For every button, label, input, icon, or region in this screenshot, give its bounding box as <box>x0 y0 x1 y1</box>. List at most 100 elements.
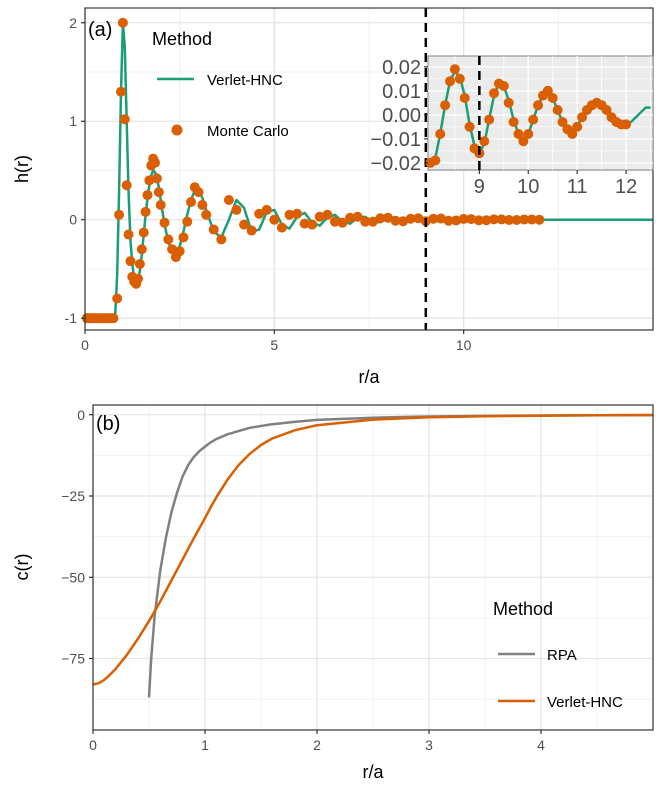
panel-b-x-axis-title: r/a <box>362 762 384 782</box>
panel-a-y-ticks: -1 0 1 2 <box>65 15 85 326</box>
x-tick-label: 1 <box>201 737 209 753</box>
inset-data-point-monte-carlo <box>430 155 441 166</box>
data-point-monte-carlo <box>119 114 130 125</box>
data-point-monte-carlo <box>413 213 424 224</box>
data-point-monte-carlo <box>123 229 134 240</box>
data-point-monte-carlo <box>186 196 197 207</box>
panel-b-label: (b) <box>96 413 120 435</box>
inset-data-point-monte-carlo <box>533 100 544 111</box>
inset-data-point-monte-carlo <box>479 136 490 147</box>
data-point-monte-carlo <box>151 173 162 184</box>
panel-a-inset: 0.020.010.00−0.01−0.02 9 10 11 12 <box>370 55 654 198</box>
inset-background <box>427 55 654 171</box>
inset-data-point-monte-carlo <box>577 112 588 123</box>
legend-key-monte-carlo-point <box>171 124 183 136</box>
data-point-monte-carlo <box>208 224 219 235</box>
data-point-monte-carlo <box>299 218 310 229</box>
data-point-monte-carlo <box>435 213 446 224</box>
inset-data-point-monte-carlo <box>498 81 509 91</box>
inset-data-point-monte-carlo <box>440 100 451 111</box>
data-point-monte-carlo <box>144 175 155 186</box>
panel-a-x-axis-title: r/a <box>358 367 380 387</box>
inset-x-tick-label: 11 <box>567 176 588 198</box>
panel-b-frame <box>92 404 654 731</box>
data-point-monte-carlo <box>398 216 409 227</box>
panel-a-legend: Method Verlet-HNC Monte Carlo <box>152 29 289 140</box>
inset-y-tick-label: −0.02 <box>370 153 421 175</box>
inset-x-tick-label: 12 <box>615 176 637 198</box>
panel-a-marks <box>81 17 653 324</box>
data-point-monte-carlo <box>519 214 530 225</box>
inset-data-point-monte-carlo <box>513 129 524 139</box>
inset-data-point-monte-carlo <box>484 114 495 125</box>
data-point-monte-carlo <box>223 195 234 206</box>
inset-data-point-monte-carlo <box>567 129 578 139</box>
panel-b-legend-title: Method <box>493 599 553 619</box>
data-point-monte-carlo <box>314 211 325 222</box>
inset-data-point-monte-carlo <box>449 64 460 75</box>
inset-x-tick-label: 9 <box>474 176 485 198</box>
inset-data-point-monte-carlo <box>552 105 563 115</box>
data-point-monte-carlo <box>329 216 340 227</box>
inset-y-ticks: 0.020.010.00−0.01−0.02 <box>370 57 428 175</box>
panel-b-y-axis-title: c(r) <box>12 554 32 581</box>
panel-a-y-axis-title: h(r) <box>12 155 32 183</box>
data-point-monte-carlo <box>239 219 250 230</box>
inset-data-point-monte-carlo <box>523 129 534 139</box>
panel-b-legend: Method RPA Verlet-HNC <box>493 599 623 711</box>
data-point-monte-carlo <box>246 225 257 236</box>
data-point-monte-carlo <box>337 217 348 228</box>
data-point-monte-carlo <box>504 215 515 226</box>
data-point-monte-carlo <box>284 209 295 220</box>
data-point-monte-carlo <box>155 199 166 210</box>
data-point-monte-carlo <box>117 17 128 28</box>
legend-label-monte-carlo: Monte Carlo <box>207 123 289 140</box>
data-point-monte-carlo <box>115 86 126 97</box>
data-point-monte-carlo <box>197 199 208 210</box>
inset-x-tick-label: 10 <box>517 176 539 198</box>
inset-data-point-monte-carlo <box>459 93 470 103</box>
y-tick-label: 0 <box>77 407 85 423</box>
data-point-monte-carlo <box>390 215 401 226</box>
data-point-monte-carlo <box>488 214 499 225</box>
panel-a-label: (a) <box>88 19 112 41</box>
data-point-monte-carlo <box>405 213 416 224</box>
inset-data-point-monte-carlo <box>542 85 553 96</box>
inset-data-point-monte-carlo <box>445 76 456 87</box>
panel-b-y-ticks: 0 −25 −50 −75 <box>61 407 93 667</box>
data-point-monte-carlo <box>201 209 212 220</box>
series-line-verlet-hnc <box>92 413 654 686</box>
data-point-monte-carlo <box>167 244 178 255</box>
data-point-monte-carlo <box>458 213 469 224</box>
x-tick-label: 5 <box>270 337 278 353</box>
data-point-monte-carlo <box>153 187 164 198</box>
y-tick-label: −50 <box>61 569 85 585</box>
data-point-monte-carlo <box>481 215 492 226</box>
y-tick-label: 0 <box>69 212 77 228</box>
data-point-monte-carlo <box>473 215 484 226</box>
data-point-monte-carlo <box>367 216 378 227</box>
data-point-monte-carlo <box>496 214 507 225</box>
data-point-monte-carlo <box>360 216 371 227</box>
data-point-monte-carlo <box>345 212 356 223</box>
data-point-monte-carlo <box>231 204 242 215</box>
data-point-monte-carlo <box>352 211 363 222</box>
x-tick-label: 2 <box>313 737 321 753</box>
data-point-monte-carlo <box>178 232 189 243</box>
data-point-monte-carlo <box>136 244 147 255</box>
inset-y-tick-label: 0.02 <box>382 57 421 79</box>
data-point-monte-carlo <box>193 187 204 198</box>
data-point-monte-carlo <box>382 212 393 223</box>
data-point-monte-carlo <box>174 246 185 257</box>
data-point-monte-carlo <box>121 180 132 191</box>
x-tick-label: 3 <box>425 737 433 753</box>
inset-data-point-monte-carlo <box>547 93 558 103</box>
inset-data-point-monte-carlo <box>464 121 475 132</box>
panel-b: 0 −25 −50 −75 0 1 2 3 4 (b) r/a c(r) Method RPA… <box>12 404 654 782</box>
inset-data-point-monte-carlo <box>572 121 583 132</box>
data-point-monte-carlo <box>112 293 123 304</box>
data-point-monte-carlo <box>466 214 477 225</box>
inset-data-point-monte-carlo <box>489 88 500 99</box>
y-tick-label: −75 <box>61 651 85 667</box>
